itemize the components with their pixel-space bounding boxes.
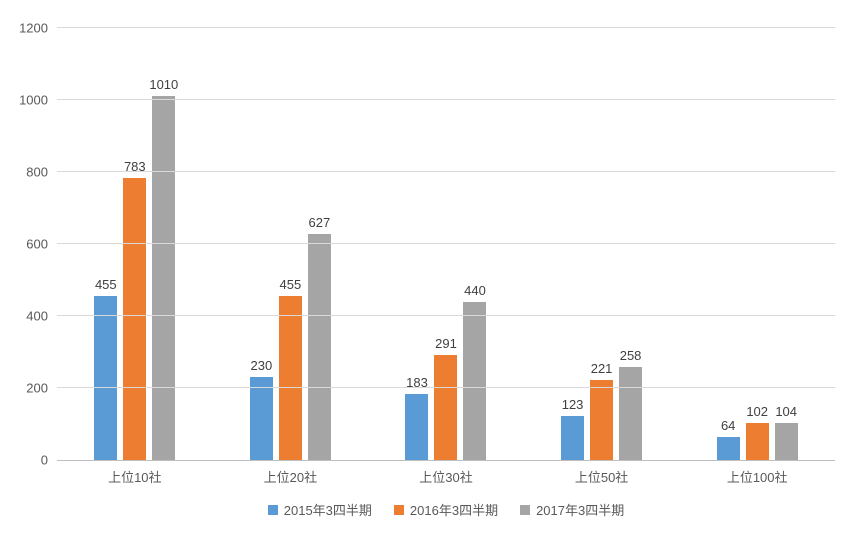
bar-value-label: 455 [94, 277, 117, 293]
y-axis: 0 200 400 600 800 1000 1200 [0, 21, 48, 468]
plot-area: 455 783 1010 上位10社 230 455 627 上位20社 183 291 440 上位… [57, 27, 835, 485]
bar: 183 [405, 375, 429, 460]
gridline [57, 27, 835, 28]
bar-value-label: 123 [561, 396, 584, 412]
bar-value-label: 291 [435, 336, 457, 352]
bar-group: 230 455 627 上位20社 [249, 28, 331, 485]
bar: 230 [249, 358, 273, 460]
y-tick-label: 600 [26, 236, 48, 252]
legend-item: 2015年3四半期 [267, 500, 372, 519]
bar: 104 [774, 404, 798, 460]
bar-value-label: 1010 [149, 77, 179, 93]
legend: 2015年3四半期 2016年3四半期 2017年3四半期 [57, 500, 835, 519]
bar-group: 123 221 258 上位50社 [561, 28, 643, 485]
y-tick-label: 800 [26, 164, 48, 180]
bar-groups: 455 783 1010 上位10社 230 455 627 上位20社 183 291 440 上位… [57, 28, 835, 485]
bar-value-label: 258 [619, 348, 642, 364]
legend-swatch-icon [520, 504, 531, 515]
category-label: 上位50社 [574, 470, 629, 485]
bar-group: 455 783 1010 上位10社 [94, 28, 178, 485]
gridline [57, 243, 835, 244]
bar-value-label: 104 [775, 403, 798, 419]
bar: 64 [716, 418, 740, 460]
category-label: 上位20社 [263, 470, 318, 485]
bar: 627 [307, 215, 331, 460]
gridline [57, 387, 835, 389]
legend-item: 2017年3四半期 [520, 500, 624, 519]
bar-group: 64 102 104 上位100社 [716, 28, 798, 485]
legend-swatch-icon [393, 504, 404, 515]
gridline [57, 171, 835, 173]
bar: 221 [590, 361, 614, 460]
bar: 123 [561, 397, 585, 460]
gridline [57, 315, 835, 317]
bar-value-label: 230 [250, 358, 273, 374]
y-tick-label: 400 [26, 308, 48, 324]
bar-value-label: 183 [406, 375, 428, 391]
gridline [57, 99, 835, 100]
legend-label: 2016年3四半期 [409, 503, 499, 518]
bar: 1010 [149, 77, 178, 460]
bar-value-label: 102 [746, 404, 769, 420]
bar: 783 [123, 159, 147, 460]
y-tick-label: 0 [40, 452, 48, 468]
bar-value-label: 627 [308, 215, 331, 231]
legend-item: 2016年3四半期 [393, 500, 499, 519]
bar: 455 [278, 277, 302, 460]
bar-value-label: 783 [123, 159, 146, 175]
legend-swatch-icon [267, 504, 278, 515]
bar: 291 [434, 336, 458, 460]
category-label: 上位100社 [726, 470, 788, 485]
category-label: 上位10社 [108, 470, 162, 485]
bar-value-label: 455 [279, 277, 302, 293]
bar: 102 [745, 404, 769, 460]
y-tick-label: 1000 [19, 92, 48, 108]
bar: 258 [619, 348, 643, 460]
bar-group: 183 291 440 上位30社 [405, 28, 487, 485]
legend-label: 2015年3四半期 [283, 503, 372, 518]
bar: 440 [463, 283, 487, 460]
bar-value-label: 440 [464, 282, 486, 298]
y-tick-label: 200 [26, 380, 48, 396]
bar: 455 [94, 277, 118, 460]
category-label: 上位30社 [419, 470, 473, 485]
bar-value-label: 221 [590, 361, 613, 377]
legend-label: 2017年3四半期 [536, 503, 625, 518]
bar-value-label: 64 [720, 417, 736, 433]
y-tick-label: 1200 [19, 20, 48, 36]
